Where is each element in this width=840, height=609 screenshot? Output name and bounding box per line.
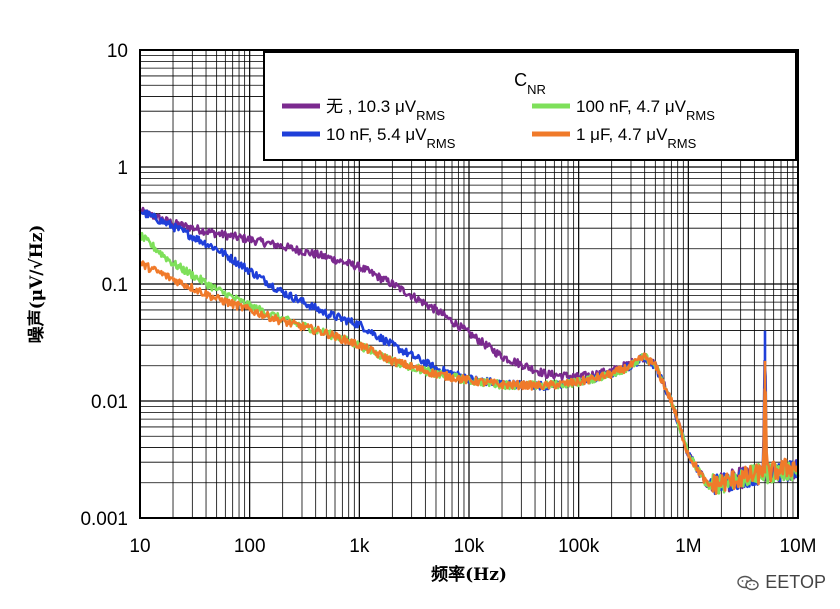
y-axis-label: 噪声(μV/√Hz) <box>26 225 47 344</box>
x-tick-label: 10k <box>454 536 485 557</box>
x-axis-ticks: 10 100 1k 10k 100k 1M 10M <box>129 536 816 557</box>
legend-entry-text: 无 , 10.3 μV <box>326 97 417 116</box>
x-tick-label: 1M <box>675 536 701 557</box>
y-tick-label: 0.01 <box>91 392 128 413</box>
legend-box <box>263 51 797 161</box>
legend-title: CNR <box>514 70 546 97</box>
watermark-text: EETOP <box>765 572 826 592</box>
legend-entry-sub: RMS <box>686 108 715 123</box>
series-line-4 <box>139 260 800 495</box>
legend-entry: 100 nF, 4.7 μVRMS <box>576 97 715 123</box>
x-tick-label: 100k <box>558 536 600 557</box>
y-tick-label: 1 <box>117 158 128 179</box>
x-tick-label: 100 <box>234 536 266 557</box>
legend-entry-sub: RMS <box>416 108 445 123</box>
plot-frame <box>139 49 799 519</box>
x-tick-label: 1k <box>349 536 370 557</box>
legend-entry: 1 μF, 4.7 μVRMS <box>576 125 697 151</box>
legend-entry-text: 10 nF, 5.4 μV <box>326 125 427 144</box>
y-axis-ticks: 10 1 0.1 0.01 0.001 <box>80 41 128 530</box>
y-tick-label: 0.1 <box>102 275 128 296</box>
watermark: EETOP <box>737 572 826 593</box>
y-tick-label: 0.001 <box>80 509 128 530</box>
x-tick-label: 10 <box>129 536 150 557</box>
legend-entry-text: 1 μF, 4.7 μV <box>576 125 668 144</box>
x-axis-label: 频率(Hz) <box>431 564 507 585</box>
legend-entry: 无 , 10.3 μVRMS <box>326 97 445 123</box>
series-layer <box>138 206 800 496</box>
y-tick-label: 10 <box>107 41 128 62</box>
x-tick-label: 10M <box>780 536 817 557</box>
legend-entry: 10 nF, 5.4 μVRMS <box>326 125 456 151</box>
legend-entry-sub: RMS <box>427 136 456 151</box>
legend-entry-sub: RMS <box>667 136 696 151</box>
legend-title-main: C <box>514 70 527 90</box>
wechat-icon <box>737 575 759 590</box>
legend-title-sub: NR <box>527 82 546 97</box>
legend-entry-text: 100 nF, 4.7 μV <box>576 97 687 116</box>
